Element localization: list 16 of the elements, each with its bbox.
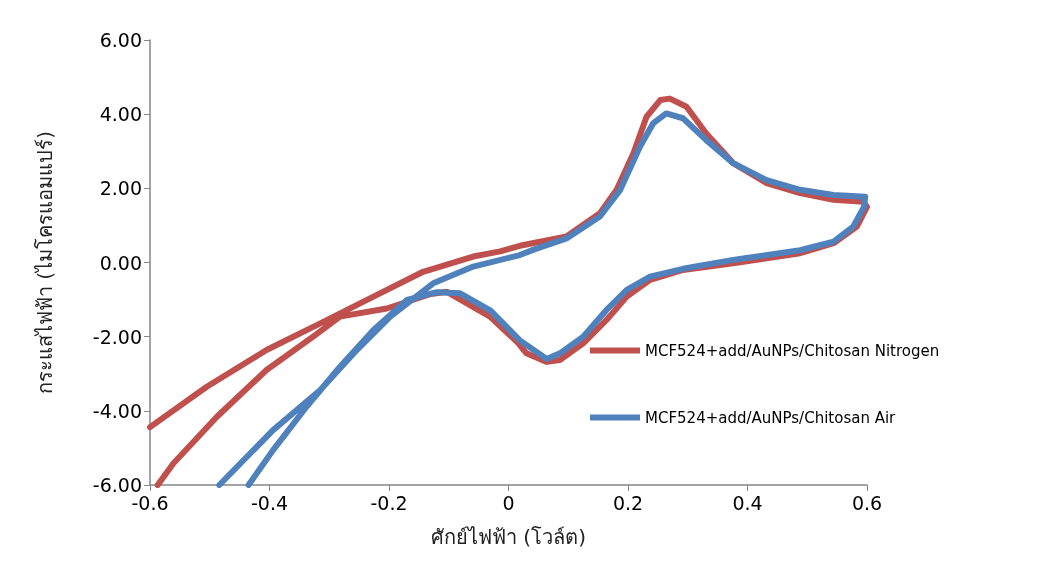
y-tick-label: 6.00: [99, 29, 142, 51]
legend-label: MCF524+add/AuNPs/Chitosan Air: [645, 408, 897, 427]
y-axis-title: กระแสไฟฟ้า (ไมโครแอมแปร์): [33, 131, 57, 394]
y-tick-label: 2.00: [99, 177, 142, 200]
x-tick-label: 0.4: [732, 491, 763, 514]
y-tick-label: 0.00: [99, 251, 142, 274]
x-tick-label: -0.2: [370, 491, 408, 514]
x-axis-title: ศักย์ไฟฟ้า (โวล์ต): [431, 525, 586, 549]
y-tick-label: -2.00: [92, 325, 142, 348]
y-tick-label: 4.00: [99, 103, 142, 126]
x-tick-label: 0.2: [612, 491, 644, 514]
x-tick-label: -0.4: [250, 491, 289, 514]
x-tick-label: 0: [502, 491, 515, 514]
y-tick-label: -4.00: [92, 399, 142, 422]
x-tick-label: 0.6: [851, 491, 883, 514]
legend-label: MCF524+add/AuNPs/Chitosan Nitrogen: [645, 341, 940, 360]
